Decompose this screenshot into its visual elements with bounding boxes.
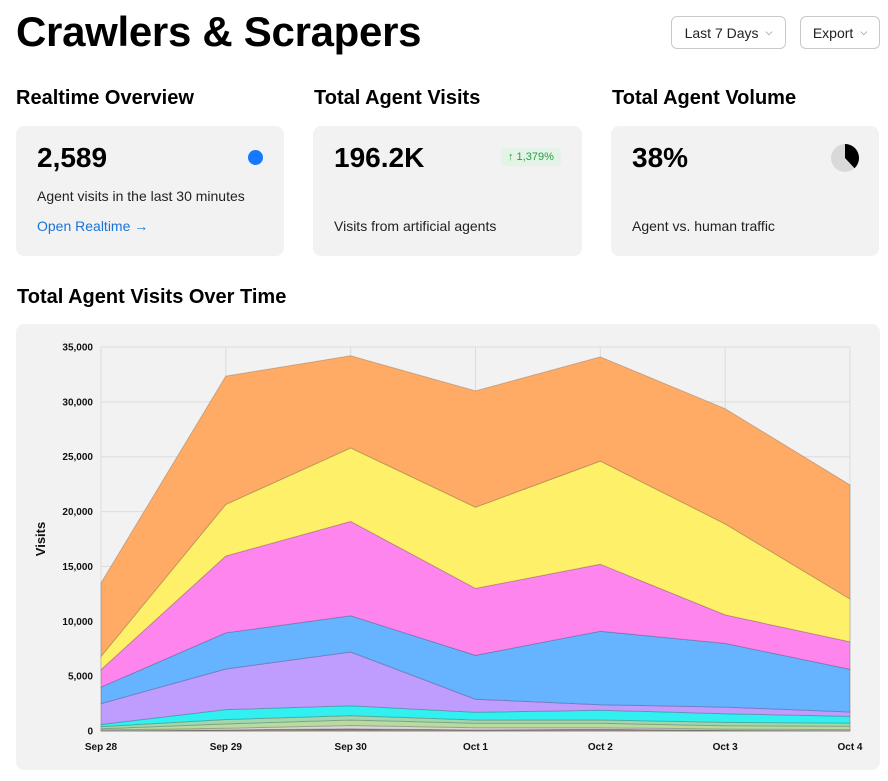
live-indicator-icon: [248, 150, 263, 165]
y-tick-label: 25,000: [62, 452, 93, 463]
area-chart: 0 5,000 10,000 15,000 20,000 25,000 30,000 35,0…: [33, 343, 863, 754]
x-tick-label: Sep 29: [210, 742, 243, 753]
chevron-down-icon: ⌵: [765, 27, 773, 37]
x-tick-label: Oct 1: [463, 742, 488, 753]
area-series-9: [100, 447, 851, 671]
realtime-value: 2,589: [37, 142, 108, 173]
area-series-5: [100, 705, 851, 728]
area-series-10: [100, 355, 851, 658]
export-label: Export: [812, 24, 854, 41]
area-series-6: [100, 651, 851, 725]
x-tick-label: Sep 28: [85, 742, 118, 753]
page-title: Crawlers & Scrapers: [16, 8, 422, 55]
x-tick-label: Sep 30: [335, 742, 368, 753]
visits-section-title: Total Agent Visits: [314, 87, 481, 109]
volume-section-title: Total Agent Volume: [612, 87, 797, 109]
area-series-7: [100, 615, 851, 713]
pie-chart-icon: [831, 144, 860, 172]
growth-badge: ↑ 1,379%: [501, 148, 561, 166]
chart-section-title: Total Agent Visits Over Time: [17, 286, 287, 308]
y-axis-label: Visits: [33, 522, 48, 556]
area-series-4: [100, 715, 851, 730]
open-realtime-link[interactable]: Open Realtime →: [37, 218, 149, 234]
pie-slice-agent: [845, 144, 860, 169]
x-tick-label: Oct 2: [588, 742, 613, 753]
y-tick-label: 30,000: [62, 397, 93, 408]
y-tick-label: 0: [87, 727, 93, 738]
area-series-8: [100, 520, 851, 688]
x-tick-label: Oct 4: [837, 742, 862, 753]
visits-value: 196.2K: [334, 142, 425, 173]
realtime-card: 2,589 Agent visits in the last 30 minute…: [16, 126, 284, 256]
y-tick-label: 10,000: [62, 617, 93, 628]
visits-description: Visits from artificial agents: [334, 218, 497, 234]
chevron-down-icon: ⌵: [860, 27, 868, 37]
realtime-section-title: Realtime Overview: [16, 87, 194, 109]
volume-card: 38% Agent vs. human traffic: [611, 126, 879, 256]
realtime-description: Agent visits in the last 30 minutes: [37, 188, 245, 204]
y-tick-label: 5,000: [68, 672, 93, 683]
y-tick-label: 20,000: [62, 507, 93, 518]
visits-card: 196.2K ↑ 1,379% Visits from artificial a…: [313, 126, 582, 256]
date-range-label: Last 7 Days: [684, 24, 759, 41]
volume-description: Agent vs. human traffic: [632, 218, 775, 234]
y-tick-label: 15,000: [62, 562, 93, 573]
x-tick-label: Oct 3: [713, 742, 738, 753]
y-tick-label: 35,000: [62, 343, 93, 354]
export-button[interactable]: Export ⌵: [800, 16, 880, 49]
date-range-dropdown[interactable]: Last 7 Days ⌵: [671, 16, 786, 49]
volume-value: 38%: [632, 142, 689, 173]
chart-panel: 0 5,000 10,000 15,000 20,000 25,000 30,000 35,0…: [16, 324, 880, 770]
area-series-3: [100, 719, 851, 731]
